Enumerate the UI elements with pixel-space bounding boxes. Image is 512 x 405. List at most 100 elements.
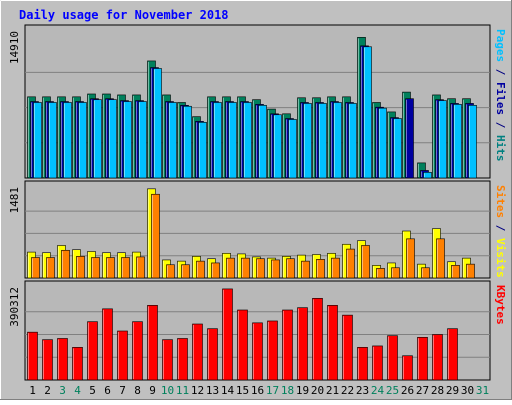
day-axis-labels: 1 2 3 4 5 6 7 8 9 10 11 12 13 14 15 16 17 18 19 20 21 22 23 24 2… (29, 384, 489, 397)
bar-body (447, 328, 458, 381)
bar-body (153, 68, 162, 179)
bar-body (267, 320, 278, 381)
panel-side-legend: KBytes (494, 285, 507, 325)
bar-pages (63, 102, 72, 179)
bar-body (57, 338, 68, 381)
bar-body (346, 248, 355, 279)
bar-sites (196, 260, 205, 279)
bar-body (228, 102, 237, 179)
bar-sites (61, 249, 70, 279)
bar-body (453, 104, 462, 179)
bar-sites (421, 267, 430, 279)
bar-body (138, 101, 147, 179)
legend-part: Hits (494, 135, 507, 162)
bar-sites (406, 238, 415, 279)
bar-body (31, 257, 40, 279)
panel-visits-sites: 1481 Sites / Visits (8, 180, 507, 279)
day-label: 27 (416, 384, 429, 397)
bar-pages (423, 172, 432, 179)
bar-kbytes (27, 331, 38, 381)
bar-body (297, 307, 308, 381)
bar-body (27, 331, 38, 381)
bar-body (226, 257, 235, 279)
day-label: 9 (149, 384, 156, 397)
chart-title: Daily usage for November 2018 (19, 8, 229, 22)
day-label: 14 (221, 384, 235, 397)
bar-body (76, 256, 85, 279)
bar-sites (331, 257, 340, 279)
day-label: 15 (236, 384, 249, 397)
bar-sites (106, 257, 115, 279)
bar-body (423, 172, 432, 179)
bar-kbytes (222, 288, 233, 381)
bar-body (406, 238, 415, 279)
day-label: 28 (431, 384, 444, 397)
bar-pages (243, 102, 252, 179)
bar-kbytes (177, 338, 188, 381)
bar-kbytes (57, 338, 68, 381)
bar-body (372, 345, 383, 381)
bar-pages (273, 114, 282, 179)
bar-body (258, 105, 267, 179)
bar-body (432, 334, 443, 381)
bar-body (327, 305, 338, 381)
bar-body (93, 99, 102, 179)
chart-panels: 14910 Pages / Files / Hits 1481 Sites / Vis… (8, 24, 507, 381)
bar-kbytes (87, 321, 98, 381)
bar-body (286, 258, 295, 279)
bar-body (348, 103, 357, 179)
bar-sites (451, 265, 460, 279)
bar-body (166, 264, 175, 279)
bar-kbytes (162, 339, 173, 381)
bar-body (243, 102, 252, 179)
panel-hits-files-pages: 14910 Pages / Files / Hits (8, 24, 507, 179)
bar-sites (46, 257, 55, 279)
bar-body (61, 249, 70, 279)
bar-kbytes (357, 347, 368, 381)
bar-sites (436, 238, 445, 279)
bar-body (273, 114, 282, 179)
bar-kbytes (132, 321, 143, 381)
bar-sites (316, 259, 325, 279)
bar-body (136, 256, 145, 279)
day-label: 6 (104, 384, 111, 397)
bar-body (331, 257, 340, 279)
legend-part: Sites (494, 185, 507, 218)
bar-pages (393, 118, 402, 179)
bar-pages (333, 102, 342, 179)
bar-body (48, 102, 57, 179)
bar-pages (183, 105, 192, 179)
bar-kbytes (447, 328, 458, 381)
bar-pages (468, 105, 477, 179)
bar-pages (438, 100, 447, 179)
bar-kbytes (342, 314, 353, 381)
bar-body (63, 102, 72, 179)
bar-kbytes (192, 323, 203, 381)
bar-body (181, 264, 190, 279)
bar-body (303, 103, 312, 179)
bar-kbytes (267, 320, 278, 381)
day-label: 26 (401, 384, 414, 397)
bar-kbytes (72, 347, 83, 381)
bar-kbytes (147, 305, 158, 381)
panel-side-legend: Pages / Files / Hits (494, 29, 507, 162)
legend-part: Pages (494, 29, 507, 62)
bar-sites (271, 259, 280, 279)
day-label: 22 (341, 384, 354, 397)
bar-body (162, 339, 173, 381)
day-label: 11 (176, 384, 189, 397)
bar-kbytes (312, 298, 323, 381)
bar-body (466, 263, 475, 279)
bar-body (405, 98, 414, 179)
bar-body (87, 321, 98, 381)
bar-body (342, 314, 353, 381)
bar-body (436, 238, 445, 279)
bar-body (78, 102, 87, 179)
bar-body (106, 257, 115, 279)
bar-body (168, 102, 177, 179)
day-label: 16 (251, 384, 264, 397)
bar-body (46, 257, 55, 279)
bar-pages (303, 103, 312, 179)
bar-body (361, 245, 370, 279)
